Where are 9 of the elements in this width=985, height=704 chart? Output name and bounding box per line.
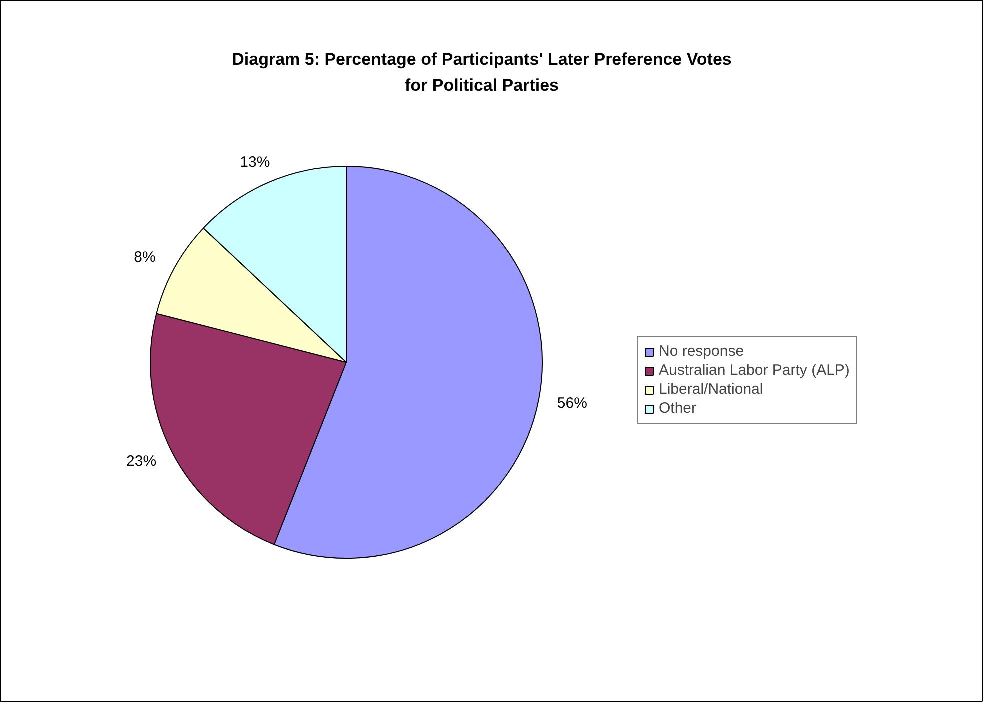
legend-label: No response: [659, 343, 744, 360]
legend-label: Other: [659, 400, 697, 417]
legend-label: Liberal/National: [659, 381, 764, 398]
legend-label: Australian Labor Party (ALP): [659, 362, 850, 379]
data-label: 8%: [134, 248, 156, 266]
data-label: 56%: [557, 394, 588, 412]
data-label: 23%: [126, 452, 157, 470]
data-label: 13%: [240, 154, 270, 171]
chart-title: Diagram 5: Percentage of Participants' Later Preference Votes for Political Parties: [232, 50, 732, 95]
